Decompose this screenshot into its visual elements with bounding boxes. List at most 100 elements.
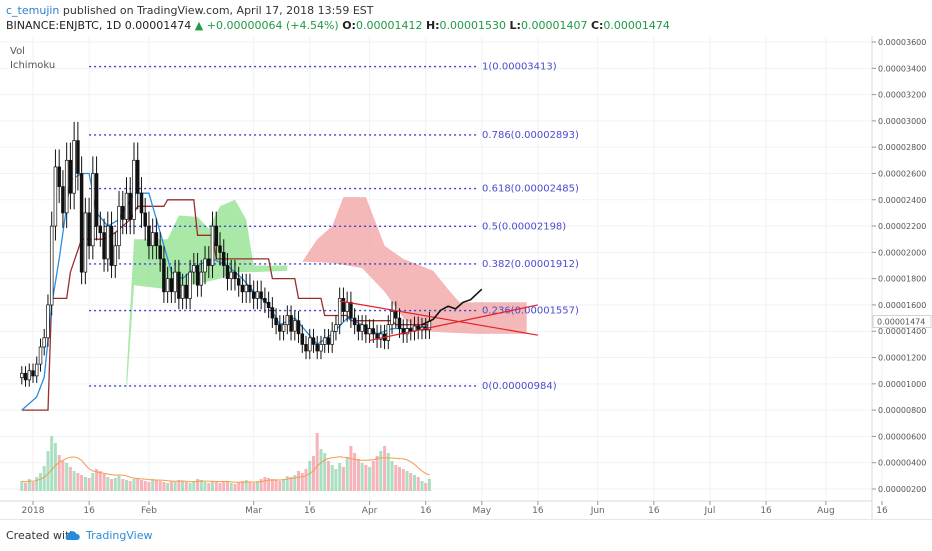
candle-body bbox=[225, 265, 230, 279]
candle-body bbox=[386, 324, 391, 341]
volume-bar bbox=[136, 478, 140, 491]
candle-body bbox=[293, 320, 297, 332]
candle-body bbox=[367, 328, 372, 335]
candle-body bbox=[121, 205, 125, 220]
candle-body bbox=[64, 159, 69, 214]
candle-body bbox=[214, 225, 219, 247]
high-label: H: bbox=[425, 19, 440, 32]
volume-bar bbox=[151, 479, 155, 491]
price-tick-label: 0.00001600 bbox=[878, 301, 926, 310]
volume-bar bbox=[181, 481, 185, 491]
author-link[interactable]: c_temujin bbox=[6, 4, 60, 17]
ohlc-line: BINANCE:ENJBTC, 1D 0.00001474 ▲ +0.00000… bbox=[6, 19, 670, 32]
volume-bar bbox=[188, 483, 192, 491]
volume-bar bbox=[356, 459, 360, 491]
candle-body bbox=[132, 159, 136, 220]
price-chart[interactable]: 1(0.00003413) 0.786(0.00002893) 0.618(0.00… bbox=[0, 36, 932, 519]
fib-level-label: 0.382(0.00001912) bbox=[482, 259, 579, 270]
candle-body bbox=[154, 232, 159, 247]
volume-bar bbox=[46, 451, 50, 491]
candle-body bbox=[42, 337, 46, 348]
current-price-label: 0.00001474 bbox=[877, 318, 925, 327]
candle-body bbox=[266, 301, 271, 308]
candle-body bbox=[364, 324, 368, 335]
candle-body bbox=[91, 173, 95, 247]
fib-level-label: 1(0.00003413) bbox=[482, 62, 557, 73]
low-value: 0.00001407 bbox=[520, 19, 588, 32]
tradingview-brand[interactable]: TradingView bbox=[86, 529, 153, 542]
time-tick-label: 16 bbox=[760, 506, 772, 516]
volume-bar bbox=[83, 477, 87, 491]
volume-bar bbox=[240, 481, 244, 491]
price-axis[interactable]: 0.00003600 0.00003400 0.00003200 0.00003000… bbox=[872, 38, 932, 494]
volume-bar bbox=[368, 467, 372, 491]
close-value: 0.00001474 bbox=[603, 19, 670, 32]
volume-bar bbox=[233, 484, 237, 491]
volume-bar bbox=[293, 475, 297, 491]
price-tick-label: 0.00002200 bbox=[878, 222, 926, 231]
volume-bar bbox=[24, 483, 27, 491]
candle-body bbox=[113, 245, 118, 266]
volume-bar bbox=[110, 479, 113, 491]
candle-body bbox=[173, 271, 177, 293]
indicator-vol[interactable]: Vol bbox=[10, 46, 25, 57]
candle-body bbox=[98, 225, 103, 234]
candle-body bbox=[308, 337, 312, 352]
candle-body bbox=[184, 284, 189, 299]
candle-body bbox=[180, 284, 185, 299]
volume-bars bbox=[20, 433, 431, 491]
candle-body bbox=[210, 225, 215, 266]
volume-bar bbox=[57, 455, 61, 491]
volume-bar bbox=[416, 477, 420, 491]
trendline bbox=[339, 300, 539, 336]
publish-line: c_temujin published on TradingView.com, … bbox=[6, 4, 374, 17]
volume-bar bbox=[31, 482, 35, 491]
volume-bar bbox=[98, 471, 102, 491]
candle-body bbox=[38, 346, 43, 365]
price-tick-label: 0.00002800 bbox=[878, 143, 926, 152]
volume-bar bbox=[125, 480, 128, 491]
candle-body bbox=[326, 337, 331, 345]
volume-bar bbox=[282, 479, 286, 491]
volume-bar bbox=[334, 469, 338, 491]
volume-bar bbox=[154, 480, 158, 491]
volume-bar bbox=[424, 483, 428, 491]
candle-body bbox=[221, 252, 226, 266]
volume-bar bbox=[162, 482, 166, 491]
candle-body bbox=[203, 258, 207, 273]
indicator-ichimoku[interactable]: Ichimoku bbox=[10, 60, 55, 71]
candle-body bbox=[311, 337, 316, 345]
candle-body bbox=[76, 140, 80, 174]
volume-bar bbox=[166, 483, 170, 491]
volume-bar bbox=[390, 461, 394, 491]
time-tick-label: 16 bbox=[532, 506, 544, 516]
candles bbox=[20, 121, 432, 387]
volume-bar bbox=[199, 480, 203, 491]
volume-bar bbox=[255, 481, 259, 491]
time-tick-label: 16 bbox=[420, 506, 432, 516]
candle-body bbox=[352, 317, 357, 326]
up-arrow-icon: ▲ bbox=[194, 19, 204, 32]
volume-bar bbox=[413, 475, 416, 491]
volume-bar bbox=[117, 476, 121, 491]
price-tick-label: 0.00000200 bbox=[878, 485, 926, 494]
candle-body bbox=[330, 330, 334, 345]
time-axis[interactable]: 2018 16 Feb Mar 16 Apr 16 May 16 Jun 16 Jul 16 Aug 16 bbox=[22, 501, 888, 516]
plot-area[interactable] bbox=[0, 36, 872, 501]
candle-body bbox=[345, 301, 349, 312]
tradingview-cloud-icon bbox=[65, 531, 80, 540]
volume-bar bbox=[68, 467, 72, 491]
candle-body bbox=[147, 225, 151, 247]
fib-level-label: 0.236(0.00001557) bbox=[482, 306, 579, 317]
volume-bar bbox=[184, 482, 188, 491]
candle-body bbox=[304, 344, 308, 352]
candle-body bbox=[68, 159, 73, 194]
volume-bar bbox=[341, 467, 345, 491]
volume-bar bbox=[218, 483, 222, 491]
candle-body bbox=[251, 291, 256, 299]
price-tick-label: 0.00002400 bbox=[878, 196, 926, 205]
bullish-cloud bbox=[126, 199, 288, 395]
fibonacci-levels: 1(0.00003413) 0.786(0.00002893) 0.618(0.00… bbox=[89, 62, 579, 392]
volume-bar bbox=[143, 481, 147, 491]
fib-level-label: 0(0.00000984) bbox=[482, 381, 557, 392]
